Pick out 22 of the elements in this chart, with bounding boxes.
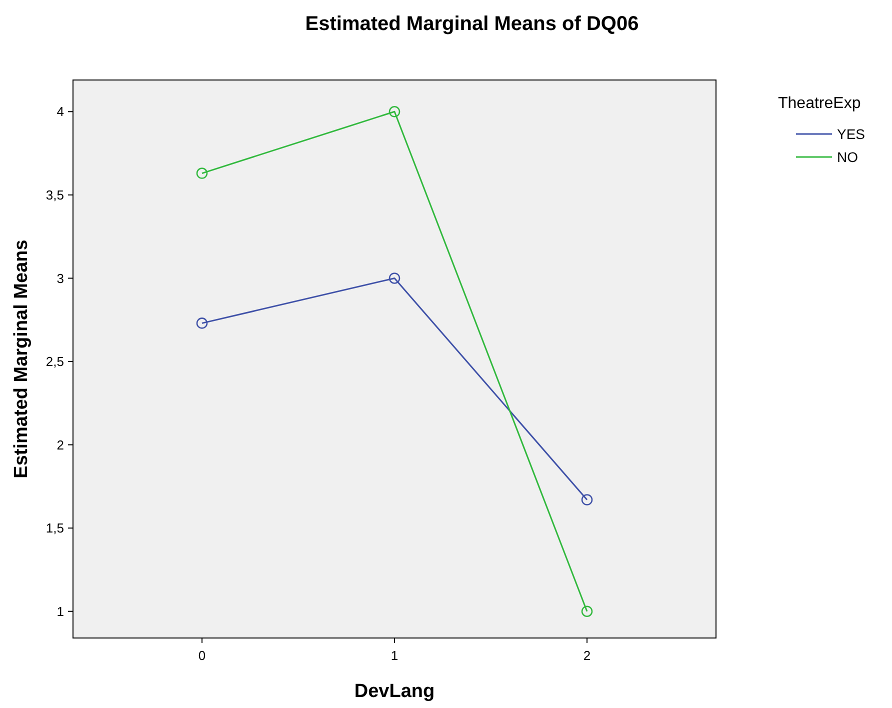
point xyxy=(196,168,208,179)
x-tick-label: 2 xyxy=(583,648,591,663)
y-tick-label: 1 xyxy=(56,604,64,619)
point xyxy=(196,318,208,329)
point xyxy=(388,106,400,118)
y-tick-label: 2,5 xyxy=(46,354,64,370)
y-axis-title: Estimated Marginal Means xyxy=(11,240,32,478)
y-tick-label: 3,5 xyxy=(46,187,64,202)
y-tick-label: 4 xyxy=(56,104,64,120)
legend-label: YES xyxy=(837,126,866,142)
point xyxy=(581,606,593,617)
x-axis-title: DevLang xyxy=(354,681,435,702)
legend-label: NO xyxy=(837,148,858,165)
y-tick-label: 3 xyxy=(56,270,64,286)
x-tick-label: 1 xyxy=(390,648,398,663)
point xyxy=(388,272,400,284)
y-tick-label: 1,5 xyxy=(46,520,64,536)
legend-title: TheatreExp xyxy=(778,95,861,112)
point xyxy=(581,494,593,506)
chart-title: Estimated Marginal Means of DQ06 xyxy=(305,13,639,35)
x-tick-label: 0 xyxy=(198,648,206,663)
y-tick-label: 2 xyxy=(56,437,64,452)
